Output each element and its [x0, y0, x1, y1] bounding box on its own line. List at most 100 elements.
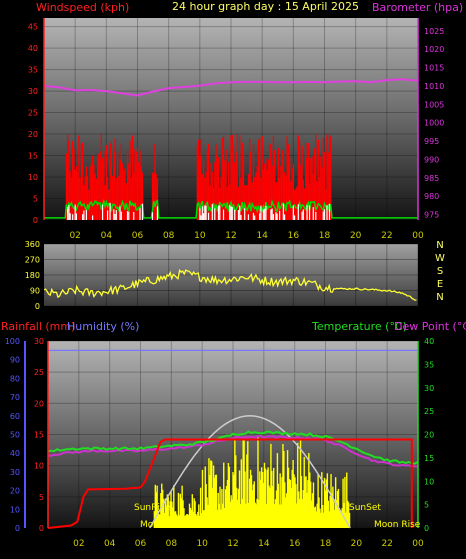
barometer-tick-label: 1000: [424, 119, 444, 128]
windspeed-tick-label: 25: [28, 109, 38, 118]
moonrise-label: Moon Rise: [374, 520, 421, 530]
rainfall-axis-title: Rainfall (mm): [1, 320, 75, 333]
barometer-tick-label: 1005: [424, 100, 444, 109]
direction-tick-label: 90: [30, 287, 40, 296]
windspeed-tick-label: 5: [33, 195, 38, 204]
humidity-tick-label: 10: [10, 505, 20, 514]
barometer-tick-label: 990: [424, 155, 439, 164]
gust-series: [44, 198, 418, 219]
compass-label: E: [437, 279, 443, 290]
x-tick-label: 08: [166, 539, 178, 549]
compass-label: N: [436, 240, 443, 251]
temperature-tick-label: 35: [424, 360, 434, 369]
humidity-tick-label: 100: [5, 337, 20, 346]
temperature-tick-label: 15: [424, 454, 434, 463]
humidity-tick-label: 60: [10, 412, 20, 421]
humidity-tick-label: 30: [10, 468, 20, 477]
windspeed-tick-label: 15: [28, 152, 38, 161]
humidity-tick-label: 50: [10, 431, 20, 440]
windspeed-tick-label: 20: [28, 130, 38, 139]
barometer-tick-label: 995: [424, 137, 439, 146]
x-tick-label: 02: [73, 539, 84, 549]
windspeed-tick-label: 30: [28, 87, 38, 96]
temperature-axis-title: Temperature (°C): [311, 320, 407, 333]
x-tick-label: 20: [350, 231, 362, 241]
x-tick-label: 04: [101, 231, 113, 241]
x-tick-label: 18: [320, 539, 332, 549]
temperature-tick-label: 10: [424, 477, 434, 486]
dewpoint-axis-title: Dew Point (°C): [394, 320, 466, 333]
windspeed-tick-label: 35: [28, 66, 38, 75]
compass-label: W: [435, 253, 445, 264]
rainfall-tick-label: 25: [34, 368, 44, 377]
windspeed-tick-label: 45: [28, 23, 38, 32]
direction-panel-background: [44, 244, 418, 306]
temperature-tick-label: 0: [424, 524, 429, 533]
direction-tick-label: 0: [35, 302, 40, 311]
graph-title: 24 hour graph day : 15 April 2025: [172, 0, 359, 13]
x-tick-label: 14: [256, 231, 268, 241]
rainfall-tick-label: 10: [34, 462, 44, 471]
x-tick-label: 10: [194, 231, 206, 241]
x-tick-label: 16: [288, 231, 300, 241]
rainfall-tick-label: 20: [34, 399, 44, 408]
windspeed-tick-label: 40: [28, 44, 38, 53]
windspeed-tick-label: 0: [33, 216, 38, 225]
barometer-series: [43, 78, 419, 97]
moonset-label: Moon Set: [140, 520, 183, 530]
barometer-tick-label: 1025: [424, 27, 444, 36]
axes-group: 0510152025303540459759809859909951000100…: [5, 18, 445, 549]
rainfall-tick-label: 15: [34, 431, 44, 440]
humidity-tick-label: 90: [10, 356, 20, 365]
temperature-tick-label: 20: [424, 431, 434, 440]
wind-min-series: [67, 202, 331, 220]
windspeed-axis-title: Windspeed (kph): [36, 1, 129, 14]
barometer-axis-title: Barometer (hpa): [372, 1, 463, 14]
x-tick-label: 12: [225, 231, 236, 241]
direction-tick-label: 180: [25, 271, 40, 280]
x-tick-label: 00: [412, 231, 424, 241]
x-tick-label: 22: [381, 231, 392, 241]
x-tick-label: 20: [351, 539, 363, 549]
x-tick-label: 06: [132, 231, 144, 241]
x-tick-label: 00: [412, 539, 424, 549]
temperature-tick-label: 5: [424, 501, 429, 510]
x-tick-label: 16: [289, 539, 301, 549]
temperature-tick-label: 40: [424, 337, 434, 346]
barometer-tick-label: 1010: [424, 82, 444, 91]
wind-direction-series: [43, 268, 417, 301]
temperature-tick-label: 25: [424, 407, 434, 416]
rainfall-tick-label: 30: [34, 337, 44, 346]
compass-label: S: [437, 266, 443, 277]
direction-tick-label: 360: [25, 240, 40, 249]
humidity-tick-label: 40: [10, 449, 20, 458]
barometer-tick-label: 1015: [424, 64, 444, 73]
temperature-tick-label: 30: [424, 384, 434, 393]
x-tick-label: 18: [319, 231, 331, 241]
x-tick-label: 22: [381, 539, 392, 549]
x-tick-label: 10: [196, 539, 208, 549]
humidity-axis-title: Humidity (%): [67, 320, 139, 333]
sunrise-label: SunRise: [134, 503, 171, 513]
humidity-tick-label: 80: [10, 374, 20, 383]
x-tick-label: 12: [227, 539, 238, 549]
x-tick-label: 08: [163, 231, 175, 241]
sun-arc: [149, 415, 351, 529]
humidity-tick-label: 0: [15, 524, 20, 533]
sunset-label: SunSet: [349, 503, 381, 513]
humidity-tick-label: 70: [10, 393, 20, 402]
direction-tick-label: 270: [25, 256, 40, 265]
humidity-tick-label: 20: [10, 487, 20, 496]
compass-label: N: [436, 292, 443, 303]
barometer-tick-label: 975: [424, 210, 439, 219]
dewpoint-series: [47, 434, 419, 468]
direction-panel-grid: [44, 243, 419, 307]
barometer-tick-label: 985: [424, 174, 439, 183]
rainfall-series: [47, 438, 413, 529]
x-tick-label: 04: [104, 539, 116, 549]
barometer-tick-label: 1020: [424, 45, 444, 54]
x-tick-label: 02: [69, 231, 80, 241]
rainfall-tick-label: 0: [39, 524, 44, 533]
